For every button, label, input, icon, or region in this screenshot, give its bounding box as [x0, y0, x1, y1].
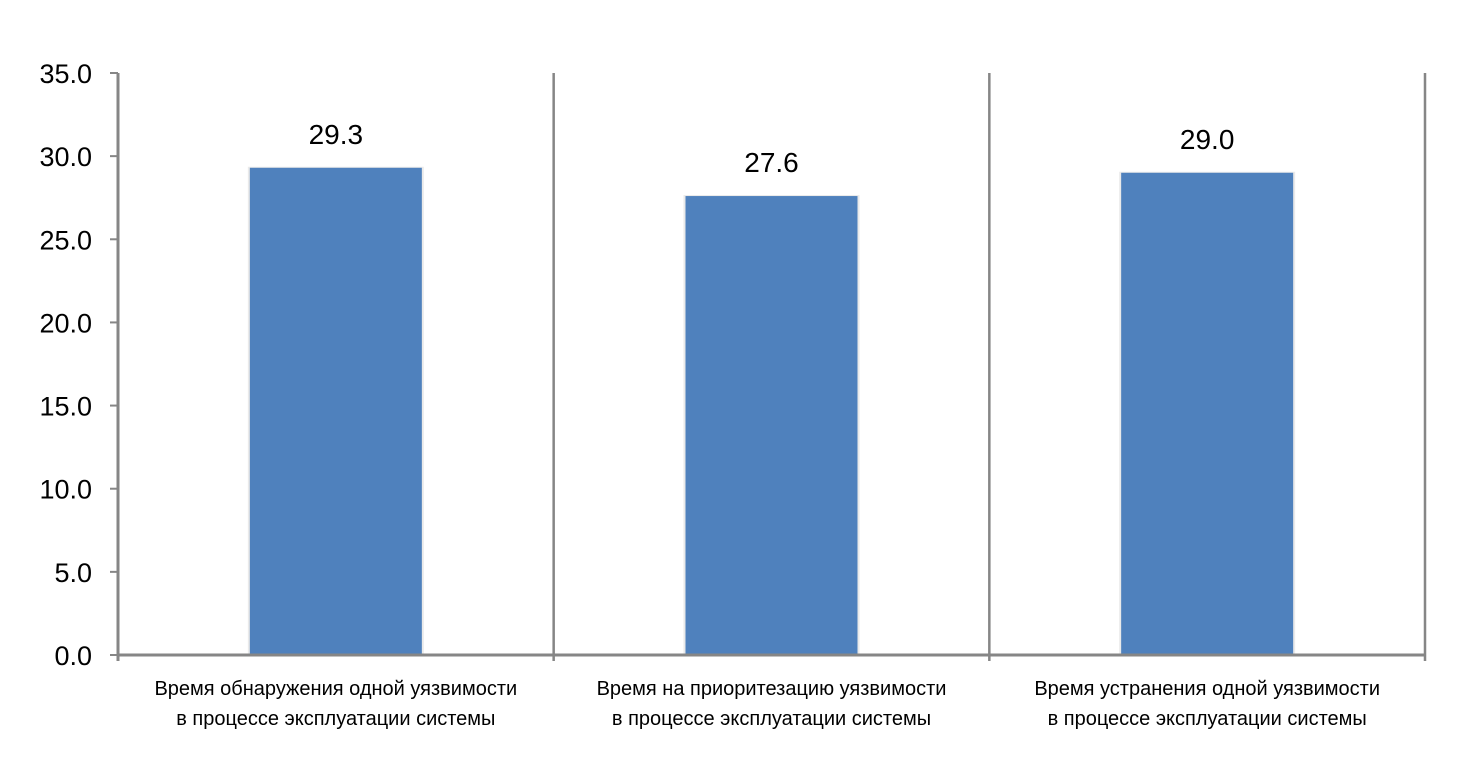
category-label: Время на приоритезацию уязвимости: [597, 678, 947, 700]
bar: [249, 167, 422, 656]
bar-value-label: 27.6: [744, 147, 799, 178]
bars: [247, 166, 1296, 656]
bar-value-label: 29.3: [309, 119, 364, 150]
bar: [685, 196, 858, 655]
category-label: в процессе эксплуатации системы: [612, 708, 931, 730]
y-tick-label: 5.0: [54, 558, 92, 588]
bar-value-label: 29.0: [1180, 124, 1235, 155]
y-tick-label: 25.0: [39, 225, 92, 255]
category-label: Время обнаружения одной уязвимости: [154, 678, 517, 700]
y-tick-label: 0.0: [54, 641, 92, 671]
category-label: Время устранения одной уязвимости: [1034, 678, 1380, 700]
category-label: в процессе эксплуатации системы: [176, 708, 495, 730]
y-tick-label: 35.0: [39, 59, 92, 89]
bar: [1121, 172, 1294, 655]
category-separators: [552, 73, 1427, 661]
y-tick-label: 30.0: [39, 142, 92, 172]
y-axis: 0.0 5.0 10.0 15.0 20.0 25.0 30.0 35.0: [39, 59, 120, 671]
category-labels: Время обнаружения одной уязвимости в проц…: [154, 678, 1380, 730]
category-label: в процессе эксплуатации системы: [1048, 708, 1367, 730]
y-tick-label: 15.0: [39, 392, 92, 422]
y-tick-label: 20.0: [39, 308, 92, 338]
data-labels: 29.3 27.6 29.0: [309, 119, 1235, 178]
y-tick-label: 10.0: [39, 475, 92, 505]
